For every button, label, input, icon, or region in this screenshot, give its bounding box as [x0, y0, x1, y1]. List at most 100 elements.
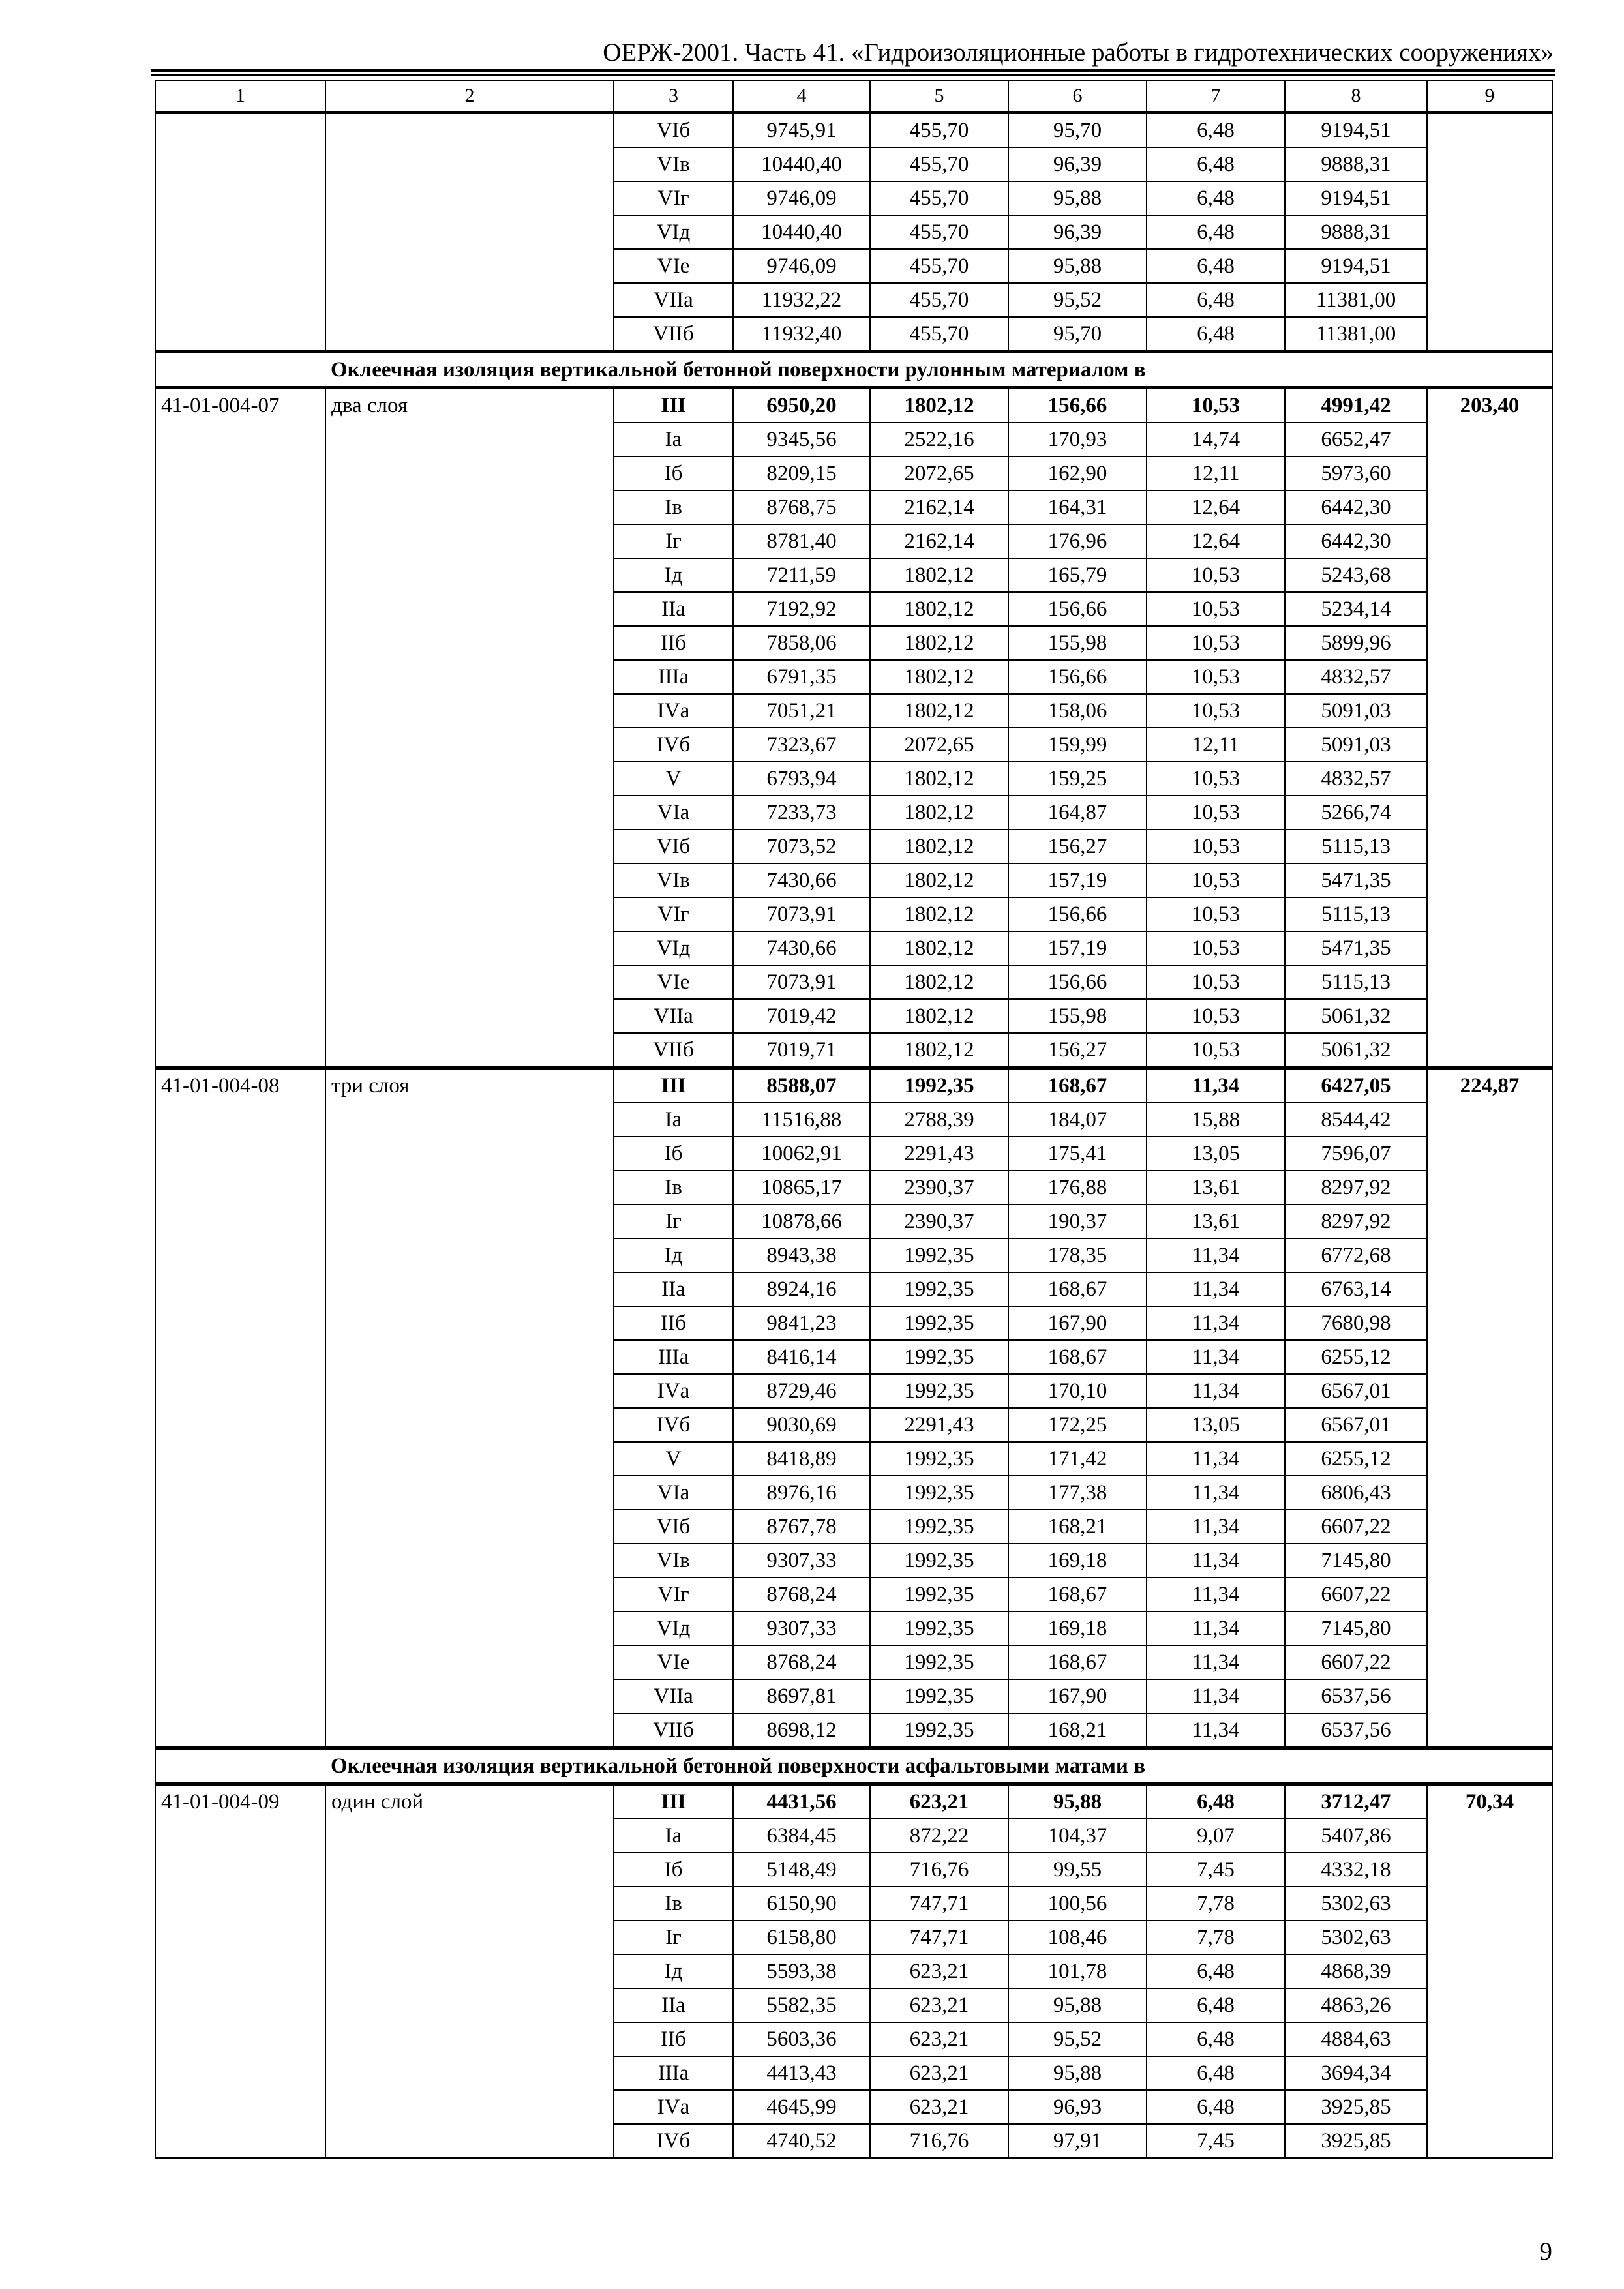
table-row: VIв 10440,40 455,70 96,39 6,48 9888,31	[155, 147, 1552, 182]
value-cell: 11,34	[1146, 1679, 1286, 1714]
value-cell: 3925,85	[1284, 2123, 1428, 2159]
column-number: 5	[869, 80, 1009, 113]
value-cell: 13,05	[1146, 1407, 1286, 1443]
value-cell: 13,61	[1146, 1170, 1286, 1205]
value-cell: 10,53	[1146, 897, 1286, 932]
value-cell: 5471,35	[1284, 863, 1428, 898]
zone-cell: VIв	[613, 863, 734, 898]
value-cell: 7019,71	[732, 1032, 871, 1069]
value-cell: 9194,51	[1284, 181, 1428, 216]
value-cell: 95,70	[1008, 111, 1147, 148]
value-cell: 11,34	[1146, 1066, 1286, 1103]
value-cell: 168,67	[1008, 1339, 1147, 1375]
value-cell: 12,64	[1146, 524, 1286, 559]
value-cell: 4832,57	[1284, 761, 1428, 796]
zone-cell: V	[613, 1441, 734, 1476]
zone-cell: III	[613, 1066, 734, 1103]
value-cell: 10878,66	[732, 1204, 871, 1239]
value-cell: 6607,22	[1284, 1645, 1428, 1680]
zone-cell: Iд	[613, 1954, 734, 1989]
value-cell: 95,88	[1008, 1988, 1147, 2023]
value-cell: 5973,60	[1284, 456, 1428, 491]
value-cell: 8588,07	[732, 1066, 871, 1103]
zone-cell: VIд	[613, 931, 734, 966]
value-cell: 100,56	[1008, 1886, 1147, 1921]
zone-cell: VIе	[613, 248, 734, 284]
value-cell: 1802,12	[869, 386, 1009, 423]
value-cell: 99,55	[1008, 1852, 1147, 1887]
value-cell: 3925,85	[1284, 2089, 1428, 2125]
zone-cell: VIе	[613, 1645, 734, 1680]
zone-cell: VIб	[613, 1509, 734, 1544]
table-row: VIIб 7019,71 1802,12 156,27 10,53 5061,32	[155, 1032, 1552, 1069]
table-row: Iб 5148,49 716,76 99,55 7,45 4332,18	[155, 1852, 1552, 1887]
value-cell: 1992,35	[869, 1611, 1009, 1646]
value-cell: 168,67	[1008, 1272, 1147, 1307]
column-number: 1	[155, 80, 326, 113]
value-cell: 95,88	[1008, 2056, 1147, 2091]
value-cell: 169,18	[1008, 1611, 1147, 1646]
value-cell: 716,76	[869, 2123, 1009, 2159]
value-cell: 95,88	[1008, 248, 1147, 284]
header-rule	[151, 69, 1555, 72]
table-row: IIб 7858,06 1802,12 155,98 10,53 5899,96	[155, 625, 1552, 661]
value-cell: 158,06	[1008, 693, 1147, 728]
value-cell: 455,70	[869, 316, 1009, 353]
value-cell: 1802,12	[869, 931, 1009, 966]
table-row: IVб 4740,52 716,76 97,91 7,45 3925,85	[155, 2123, 1552, 2159]
value-cell: 155,98	[1008, 998, 1147, 1034]
total-cell: 203,40	[1426, 386, 1553, 1069]
table-row: Iв 10865,17 2390,37 176,88 13,61 8297,92	[155, 1170, 1552, 1205]
zone-cell: IIа	[613, 591, 734, 627]
column-number: 3	[613, 80, 734, 113]
zone-cell: Iб	[613, 1136, 734, 1171]
value-cell: 2522,16	[869, 422, 1009, 457]
value-cell: 6255,12	[1284, 1441, 1428, 1476]
zone-cell: IIб	[613, 1306, 734, 1341]
value-cell: 6384,45	[732, 1818, 871, 1853]
value-cell: 1802,12	[869, 965, 1009, 1000]
value-cell: 4868,39	[1284, 1954, 1428, 1989]
value-cell: 11,34	[1146, 1543, 1286, 1578]
value-cell: 1802,12	[869, 795, 1009, 830]
value-cell: 1802,12	[869, 863, 1009, 898]
value-cell: 95,88	[1008, 1782, 1147, 1819]
value-cell: 5091,03	[1284, 693, 1428, 728]
value-cell: 15,88	[1146, 1102, 1286, 1137]
zone-cell: VIе	[613, 965, 734, 1000]
value-cell: 10,53	[1146, 558, 1286, 593]
value-cell: 7073,52	[732, 829, 871, 864]
zone-cell: IVа	[613, 693, 734, 728]
value-cell: 9746,09	[732, 248, 871, 284]
value-cell: 8418,89	[732, 1441, 871, 1476]
table-row: IVа 7051,21 1802,12 158,06 10,53 5091,03	[155, 693, 1552, 728]
table-row: Iб 8209,15 2072,65 162,90 12,11 5973,60	[155, 456, 1552, 491]
value-cell: 184,07	[1008, 1102, 1147, 1137]
zone-cell: VIа	[613, 1475, 734, 1510]
value-cell: 108,46	[1008, 1920, 1147, 1955]
value-cell: 11,34	[1146, 1713, 1286, 1749]
table-row: V 8418,89 1992,35 171,42 11,34 6255,12	[155, 1441, 1552, 1476]
value-cell: 8297,92	[1284, 1170, 1428, 1205]
value-cell: 11,34	[1146, 1306, 1286, 1341]
value-cell: 9,07	[1146, 1818, 1286, 1853]
value-cell: 11381,00	[1284, 282, 1428, 318]
value-cell: 6442,30	[1284, 490, 1428, 525]
zone-cell: VIд	[613, 215, 734, 250]
value-cell: 1992,35	[869, 1543, 1009, 1578]
value-cell: 162,90	[1008, 456, 1147, 491]
value-cell: 11381,00	[1284, 316, 1428, 353]
value-cell: 156,27	[1008, 1032, 1147, 1069]
value-cell: 7073,91	[732, 965, 871, 1000]
value-cell: 168,21	[1008, 1713, 1147, 1749]
zone-cell: VIIб	[613, 1032, 734, 1069]
table-row: IIа 8924,16 1992,35 168,67 11,34 6763,14	[155, 1272, 1552, 1307]
table-row: IIIа 4413,43 623,21 95,88 6,48 3694,34	[155, 2056, 1552, 2091]
column-number: 4	[732, 80, 871, 113]
value-cell: 9194,51	[1284, 248, 1428, 284]
value-cell: 8924,16	[732, 1272, 871, 1307]
value-cell: 95,52	[1008, 2022, 1147, 2057]
zone-cell: VIв	[613, 147, 734, 182]
value-cell: 623,21	[869, 2022, 1009, 2057]
